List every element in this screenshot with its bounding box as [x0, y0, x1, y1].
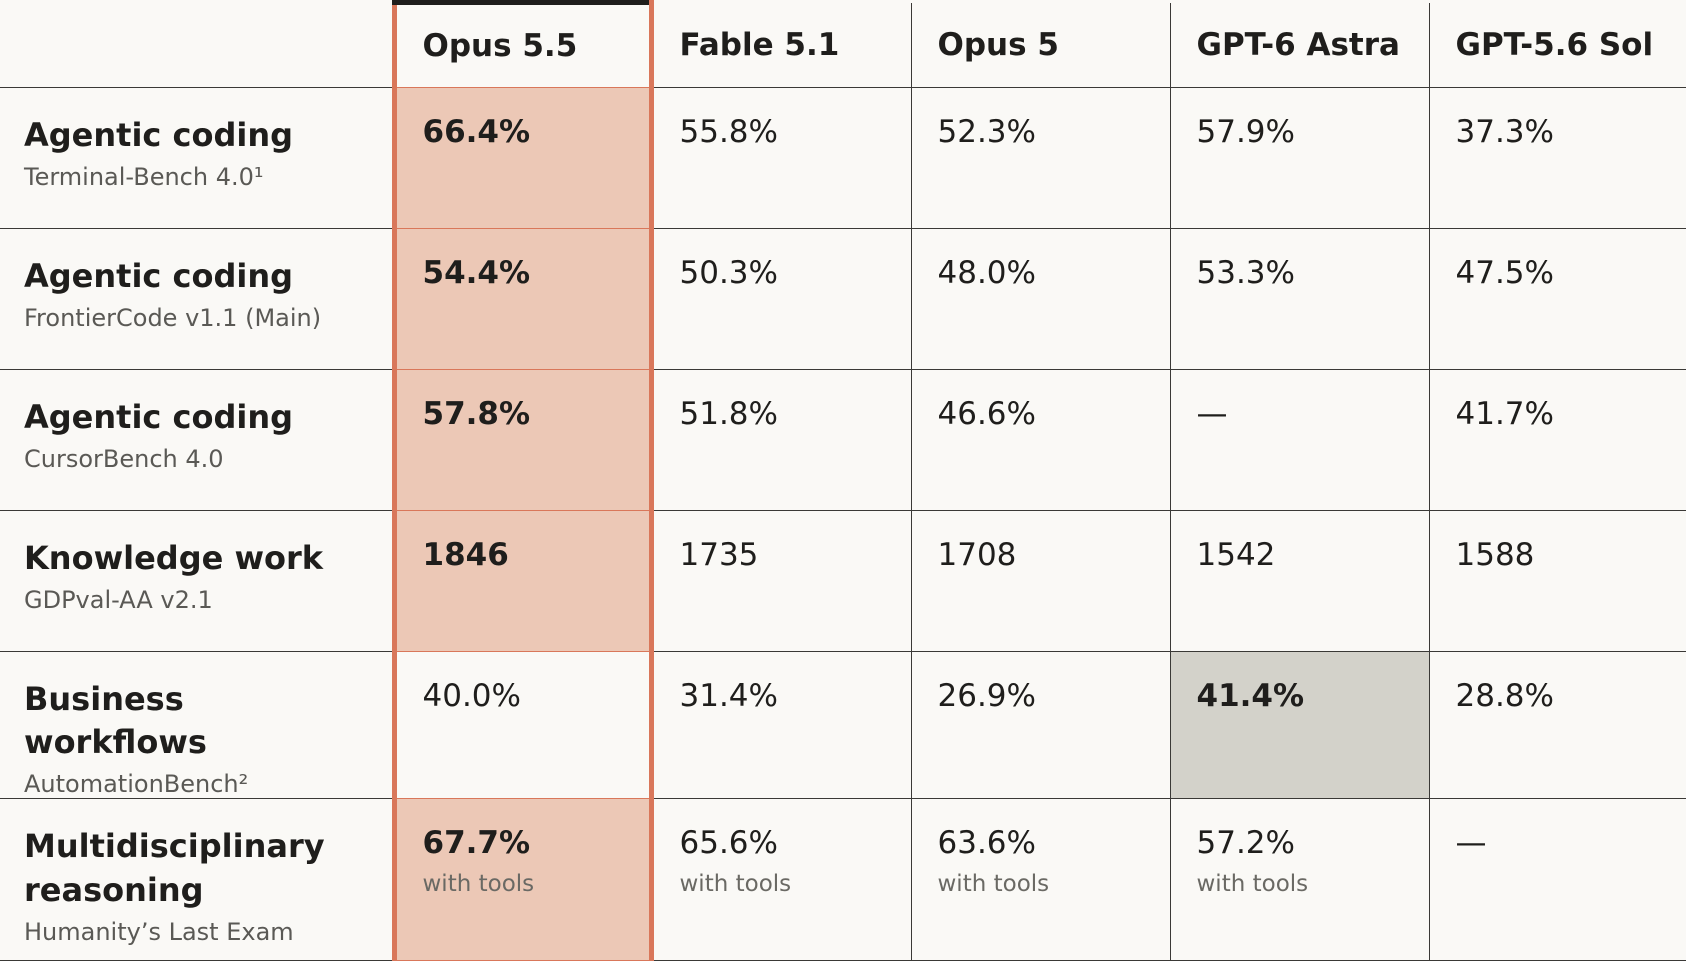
score-cell: 51.8%	[651, 370, 911, 511]
column-header: GPT-6 Astra	[1170, 3, 1429, 88]
score: 1542	[1197, 537, 1429, 573]
row-header: Agentic coding CursorBench 4.0	[0, 370, 394, 511]
score: 57.9%	[1197, 114, 1429, 150]
score-cell: 26.9%	[911, 652, 1170, 799]
score-cell: 55.8%	[651, 88, 911, 229]
benchmark: CursorBench 4.0	[24, 445, 392, 473]
column-header: Fable 5.1	[651, 3, 911, 88]
score: 50.3%	[680, 255, 911, 291]
score-cell: 1735	[651, 511, 911, 652]
score-cell: 52.3%	[911, 88, 1170, 229]
category: Business workflows	[24, 678, 354, 764]
score-cell: 1846	[394, 511, 651, 652]
score: 57.8%	[423, 396, 649, 432]
score-cell: 41.4%	[1170, 652, 1429, 799]
row-header: Agentic coding Terminal-Bench 4.0¹	[0, 88, 394, 229]
score-cell: —	[1170, 370, 1429, 511]
score-cell: 28.8%	[1429, 652, 1686, 799]
score-cell: 65.6% with tools	[651, 799, 911, 961]
score: —	[1197, 396, 1429, 432]
benchmark: AutomationBench²	[24, 770, 392, 798]
score-note: with tools	[938, 871, 1170, 897]
score-cell: 1708	[911, 511, 1170, 652]
score-cell: 67.7% with tools	[394, 799, 651, 961]
score-cell: 1542	[1170, 511, 1429, 652]
score: 67.7%	[423, 825, 649, 861]
benchmark: Humanity’s Last Exam	[24, 918, 392, 946]
score: 55.8%	[680, 114, 911, 150]
corner-cell	[0, 3, 394, 88]
score: 31.4%	[680, 678, 911, 714]
table-row: Agentic coding Terminal-Bench 4.0¹ 66.4% 55…	[0, 88, 1686, 229]
score: 48.0%	[938, 255, 1170, 291]
score: 52.3%	[938, 114, 1170, 150]
score-note: with tools	[1197, 871, 1429, 897]
table-row: Business workflows AutomationBench² 40.0% 3…	[0, 652, 1686, 799]
table-row: Agentic coding CursorBench 4.0 57.8% 51.8% 4…	[0, 370, 1686, 511]
table-row: Agentic coding FrontierCode v1.1 (Main) 54…	[0, 229, 1686, 370]
score-cell: 40.0%	[394, 652, 651, 799]
score: 37.3%	[1456, 114, 1686, 150]
category: Multidisciplinary reasoning	[24, 825, 354, 911]
score-cell: 31.4%	[651, 652, 911, 799]
score: 1588	[1456, 537, 1686, 573]
score-note: with tools	[680, 871, 911, 897]
score: 41.4%	[1197, 678, 1429, 714]
score: 54.4%	[423, 255, 649, 291]
score-cell: 53.3%	[1170, 229, 1429, 370]
category: Agentic coding	[24, 255, 354, 298]
score: 51.8%	[680, 396, 911, 432]
score-cell: 41.7%	[1429, 370, 1686, 511]
score-cell: —	[1429, 799, 1686, 961]
table-row: Knowledge work GDPval-AA v2.1 1846 1735 1708…	[0, 511, 1686, 652]
benchmark: FrontierCode v1.1 (Main)	[24, 304, 392, 332]
score: 41.7%	[1456, 396, 1686, 432]
score-cell: 66.4%	[394, 88, 651, 229]
score-note: with tools	[423, 871, 649, 897]
score: 66.4%	[423, 114, 649, 150]
row-header: Multidisciplinary reasoning Humanity’s La…	[0, 799, 394, 961]
score-cell: 37.3%	[1429, 88, 1686, 229]
score: 1846	[423, 537, 649, 573]
row-header: Agentic coding FrontierCode v1.1 (Main)	[0, 229, 394, 370]
row-header: Business workflows AutomationBench²	[0, 652, 394, 799]
score-cell: 57.8%	[394, 370, 651, 511]
score: 1735	[680, 537, 911, 573]
score-cell: 46.6%	[911, 370, 1170, 511]
score: 46.6%	[938, 396, 1170, 432]
column-header: Opus 5.5	[394, 3, 651, 88]
score-cell: 50.3%	[651, 229, 911, 370]
score: 40.0%	[423, 678, 649, 714]
score: 53.3%	[1197, 255, 1429, 291]
score-cell: 57.9%	[1170, 88, 1429, 229]
score: 28.8%	[1456, 678, 1686, 714]
benchmark: Terminal-Bench 4.0¹	[24, 163, 392, 191]
score-cell: 63.6% with tools	[911, 799, 1170, 961]
score: 63.6%	[938, 825, 1170, 861]
score: 65.6%	[680, 825, 911, 861]
score-cell: 54.4%	[394, 229, 651, 370]
benchmark: GDPval-AA v2.1	[24, 586, 392, 614]
column-header: Opus 5	[911, 3, 1170, 88]
category: Knowledge work	[24, 537, 354, 580]
score-cell: 47.5%	[1429, 229, 1686, 370]
score: 57.2%	[1197, 825, 1429, 861]
category: Agentic coding	[24, 114, 354, 157]
score-cell: 57.2% with tools	[1170, 799, 1429, 961]
score: 1708	[938, 537, 1170, 573]
score-cell: 1588	[1429, 511, 1686, 652]
score: —	[1456, 825, 1686, 861]
score: 26.9%	[938, 678, 1170, 714]
column-header: GPT-5.6 Sol	[1429, 3, 1686, 88]
table-row: Multidisciplinary reasoning Humanity’s La…	[0, 799, 1686, 961]
category: Agentic coding	[24, 396, 354, 439]
score-cell: 48.0%	[911, 229, 1170, 370]
score: 47.5%	[1456, 255, 1686, 291]
row-header: Knowledge work GDPval-AA v2.1	[0, 511, 394, 652]
